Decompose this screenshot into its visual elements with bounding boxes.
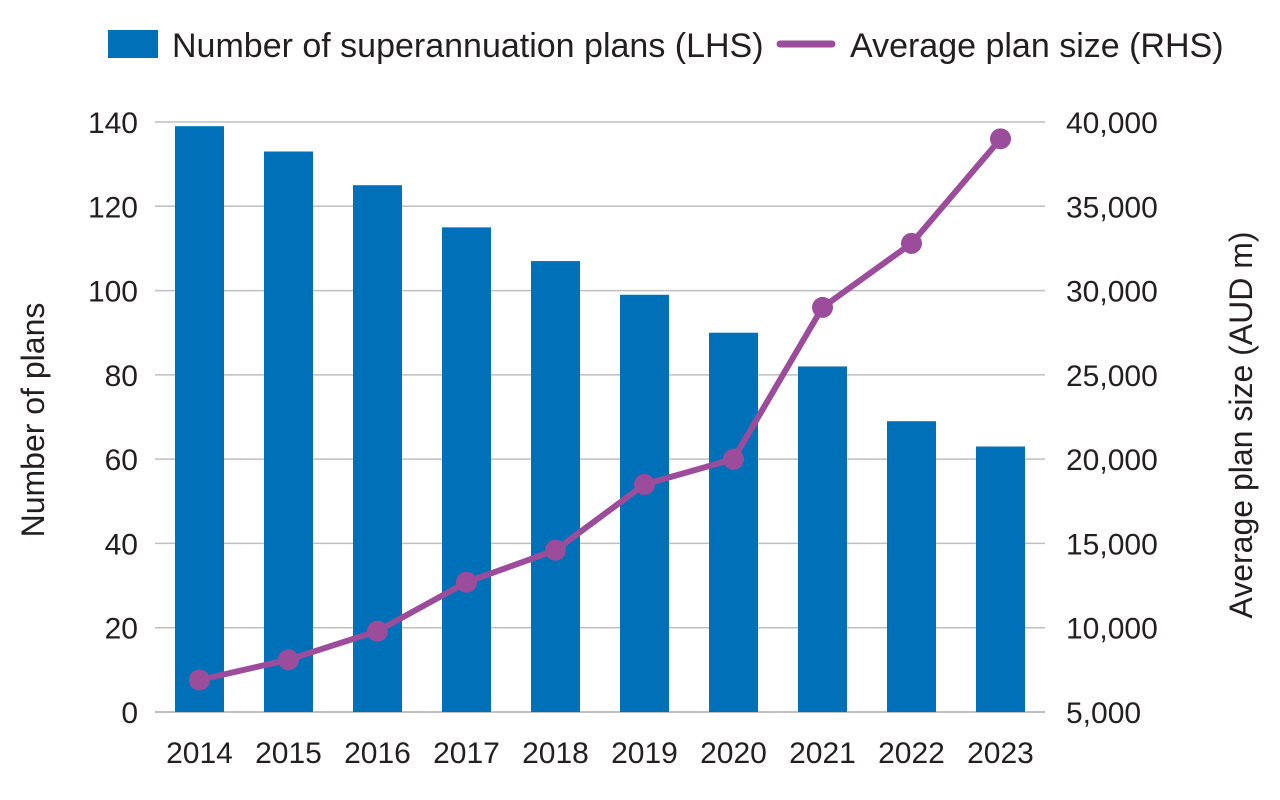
bar-2023 [976,446,1025,712]
bar-2015 [264,151,313,712]
line-point-2014 [189,669,210,691]
bar-2020 [709,332,758,712]
left-tick-label: 60 [105,444,138,477]
left-axis-title: Number of plans [15,303,51,538]
left-tick-label: 120 [88,191,138,224]
line-point-2017 [456,571,477,593]
line-point-2023 [990,128,1011,150]
right-tick-label: 5,000 [1066,697,1141,730]
right-tick-label: 35,000 [1066,191,1158,224]
left-axis-ticks: 0 20 40 60 80 100 120 140 [88,107,138,730]
x-tick-label: 2022 [878,737,945,770]
line-point-2021 [812,296,833,318]
left-tick-label: 100 [88,276,138,309]
line-point-2020 [723,448,744,470]
bar-2018 [531,261,580,712]
x-tick-label: 2016 [344,737,411,770]
left-tick-label: 40 [105,528,138,561]
line-point-2019 [634,473,655,495]
bar-2017 [442,227,491,712]
x-tick-label: 2021 [789,737,856,770]
right-tick-label: 20,000 [1066,444,1158,477]
average-plan-size-line [198,136,1003,683]
x-tick-label: 2018 [522,737,589,770]
right-axis-title: Average plan size (AUD m) [1223,231,1259,618]
line-point-2022 [901,232,922,254]
right-tick-label: 30,000 [1066,276,1158,309]
line-point-2016 [367,620,388,642]
left-tick-label: 0 [121,697,138,730]
legend-bar-label: Number of superannuation plans (LHS) [172,27,764,65]
left-tick-label: 20 [105,613,138,646]
line-point-2015 [278,649,299,671]
x-tick-label: 2015 [255,737,322,770]
right-axis-ticks: 5,000 10,000 15,000 20,000 25,000 30,000 35,00… [1066,107,1158,730]
x-tick-label: 2020 [700,737,767,770]
line-point-2018 [545,539,566,561]
bar-2019 [620,294,669,712]
bar-2022 [887,421,936,712]
bar-series [175,126,1025,712]
left-tick-label: 140 [88,107,138,140]
x-tick-label: 2019 [611,737,678,770]
bar-2021 [798,366,847,712]
right-tick-label: 10,000 [1066,613,1158,646]
legend: Number of superannuation plans (LHS) Ave… [108,27,1224,65]
x-tick-label: 2014 [166,737,233,770]
line-series [189,128,1011,691]
x-tick-label: 2023 [967,737,1034,770]
right-tick-label: 15,000 [1066,528,1158,561]
legend-bar-swatch [108,30,158,58]
x-axis-ticks: 2014 2015 2016 2017 2018 2019 2020 2021 2022 2023 [166,737,1034,770]
right-tick-label: 25,000 [1066,360,1158,393]
legend-line-label: Average plan size (RHS) [850,27,1224,65]
left-tick-label: 80 [105,360,138,393]
x-tick-label: 2017 [433,737,500,770]
right-tick-label: 40,000 [1066,107,1158,140]
bar-2014 [175,126,224,712]
